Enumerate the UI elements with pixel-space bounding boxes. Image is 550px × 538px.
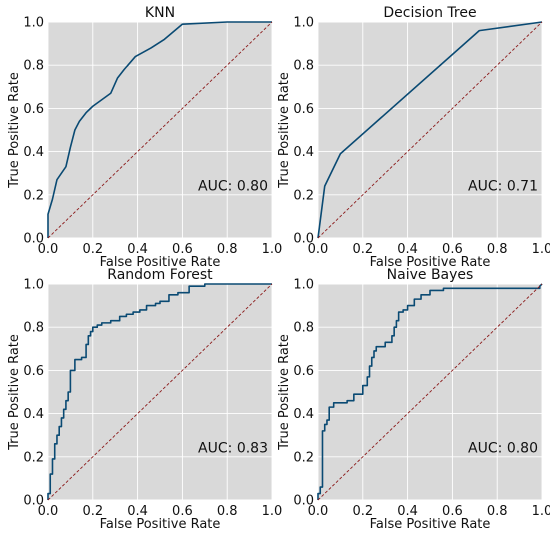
x-tick-label: 0.8	[217, 242, 238, 257]
x-tick-label: 0.4	[397, 504, 418, 519]
x-axis-label: False Positive Rate	[370, 255, 491, 270]
chance-diagonal-line	[317, 21, 543, 239]
x-tick-label: 0.2	[82, 504, 103, 519]
chart-title: Decision Tree	[383, 5, 476, 21]
y-axis-label: True Positive Rate	[277, 334, 292, 451]
x-tick-label: 0.0	[308, 242, 329, 257]
y-tick-label: 0.4	[23, 407, 44, 422]
y-tick-label: 0.2	[23, 188, 44, 203]
y-tick-label: 0.6	[23, 364, 44, 379]
y-tick-label: 0.6	[293, 364, 314, 379]
y-axis-label: True Positive Rate	[277, 72, 292, 189]
x-tick-label: 1.0	[532, 504, 550, 519]
chance-diagonal-line	[317, 283, 543, 501]
y-tick-label: 0.2	[293, 188, 314, 203]
x-tick-label: 0.0	[38, 504, 59, 519]
y-tick-label: 0.4	[293, 407, 314, 422]
y-axis-label: True Positive Rate	[7, 334, 22, 451]
x-axis-label: False Positive Rate	[370, 517, 491, 532]
x-tick-label: 0.8	[217, 504, 238, 519]
chart-title: Random Forest	[107, 267, 213, 283]
y-tick-label: 1.0	[293, 278, 314, 293]
x-tick-label: 0.6	[172, 242, 193, 257]
x-tick-label: 0.4	[127, 242, 148, 257]
x-tick-label: 0.0	[308, 504, 329, 519]
chart-title: Naive Bayes	[387, 267, 474, 283]
x-tick-label: 0.0	[38, 242, 59, 257]
x-tick-label: 1.0	[262, 504, 283, 519]
x-tick-label: 0.8	[487, 504, 508, 519]
x-tick-label: 0.4	[397, 242, 418, 257]
roc-curve-line	[317, 21, 543, 239]
y-tick-label: 1.0	[23, 16, 44, 31]
y-tick-label: 0.8	[293, 321, 314, 336]
panel-knn: 0.0 0.2 0.4 0.6 0.8 1.0 0.0 0.2 0.4 0.6 0.8 1.0 KNN F…	[7, 5, 282, 270]
chance-diagonal-line	[47, 21, 273, 239]
auc-annotation: AUC: 0.83	[198, 440, 268, 456]
roc-curve-line	[47, 21, 272, 238]
panel-random-forest: 0.0 0.2 0.4 0.6 0.8 1.0 0.0 0.2 0.4 0.6 0.8 1.0 Rand…	[7, 267, 282, 532]
y-tick-label: 0.4	[23, 145, 44, 160]
y-tick-label: 0.0	[293, 232, 314, 247]
panel-naive-bayes: 0.0 0.2 0.4 0.6 0.8 1.0 0.0 0.2 0.4 0.6 0.8 1.0 Naiv…	[277, 267, 550, 532]
y-tick-label: 0.2	[23, 450, 44, 465]
y-tick-label: 0.6	[293, 102, 314, 117]
auc-annotation: AUC: 0.71	[468, 178, 538, 194]
x-axis-label: False Positive Rate	[100, 517, 221, 532]
y-tick-label: 0.8	[23, 59, 44, 74]
panel-decision-tree: 0.0 0.2 0.4 0.6 0.8 1.0 0.0 0.2 0.4 0.6 0.8 1.0 Deci…	[277, 5, 550, 270]
x-tick-label: 0.6	[442, 504, 463, 519]
y-tick-label: 0.6	[23, 102, 44, 117]
x-tick-label: 0.4	[127, 504, 148, 519]
y-tick-label: 1.0	[23, 278, 44, 293]
y-tick-label: 0.0	[293, 494, 314, 509]
roc-curve-line	[317, 283, 543, 500]
roc-curve-line	[47, 283, 272, 500]
chance-diagonal-line	[47, 283, 273, 501]
y-tick-label: 0.8	[23, 321, 44, 336]
auc-annotation: AUC: 0.80	[198, 178, 268, 194]
x-axis-label: False Positive Rate	[100, 255, 221, 270]
y-tick-label: 1.0	[293, 16, 314, 31]
y-axis-label: True Positive Rate	[7, 72, 22, 189]
y-tick-label: 0.8	[293, 59, 314, 74]
x-tick-label: 0.6	[172, 504, 193, 519]
x-tick-label: 0.2	[82, 242, 103, 257]
x-tick-label: 0.6	[442, 242, 463, 257]
y-tick-label: 0.4	[293, 145, 314, 160]
x-tick-label: 1.0	[262, 242, 283, 257]
auc-annotation: AUC: 0.80	[468, 440, 538, 456]
x-tick-label: 0.2	[352, 504, 373, 519]
chart-title: KNN	[145, 5, 175, 21]
x-tick-label: 0.8	[487, 242, 508, 257]
x-tick-label: 1.0	[532, 242, 550, 257]
y-tick-label: 0.0	[23, 494, 44, 509]
x-tick-label: 0.2	[352, 242, 373, 257]
y-tick-label: 0.0	[23, 232, 44, 247]
y-tick-label: 0.2	[293, 450, 314, 465]
